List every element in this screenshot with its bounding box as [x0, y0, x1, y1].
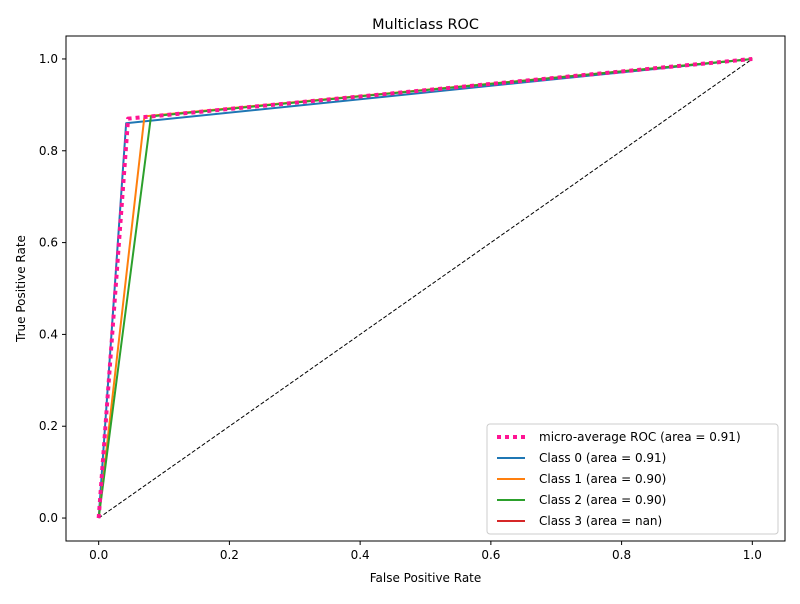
plot-area	[96, 56, 753, 519]
x-tick-label: 0.8	[612, 548, 631, 562]
y-tick-label: 0.6	[39, 236, 58, 250]
x-tick-label: 0.2	[220, 548, 239, 562]
roc-line-micro-average-roc	[96, 56, 753, 519]
x-tick-label: 0.6	[481, 548, 500, 562]
y-tick-label: 0.0	[39, 511, 58, 525]
chance-diagonal-line	[98, 58, 753, 519]
legend-label: Class 3 (area = nan)	[539, 514, 662, 528]
x-tick-label: 0.4	[351, 548, 370, 562]
x-tick-label: 1.0	[743, 548, 762, 562]
legend-label: Class 0 (area = 0.91)	[539, 451, 666, 465]
y-axis-label: True Positive Rate	[14, 235, 28, 343]
legend-label: micro-average ROC (area = 0.91)	[539, 430, 741, 444]
y-tick-label: 0.2	[39, 419, 58, 433]
y-tick-label: 0.8	[39, 144, 58, 158]
legend-label: Class 2 (area = 0.90)	[539, 493, 666, 507]
legend: micro-average ROC (area = 0.91) Class 0 (…	[486, 423, 779, 535]
y-tick-label: 0.4	[39, 327, 58, 341]
y-tick-label: 1.0	[39, 52, 58, 66]
x-tick-label: 0.0	[89, 548, 108, 562]
legend-box	[486, 423, 779, 535]
x-axis: 0.0 0.2 0.4 0.6 0.8 1.0	[89, 541, 762, 562]
x-axis-label: False Positive Rate	[370, 571, 482, 585]
legend-label: Class 1 (area = 0.90)	[539, 472, 666, 486]
axes-frame	[65, 35, 786, 542]
chart-title: Multiclass ROC	[372, 17, 479, 33]
y-axis: 0.0 0.2 0.4 0.6 0.8 1.0	[39, 52, 66, 525]
